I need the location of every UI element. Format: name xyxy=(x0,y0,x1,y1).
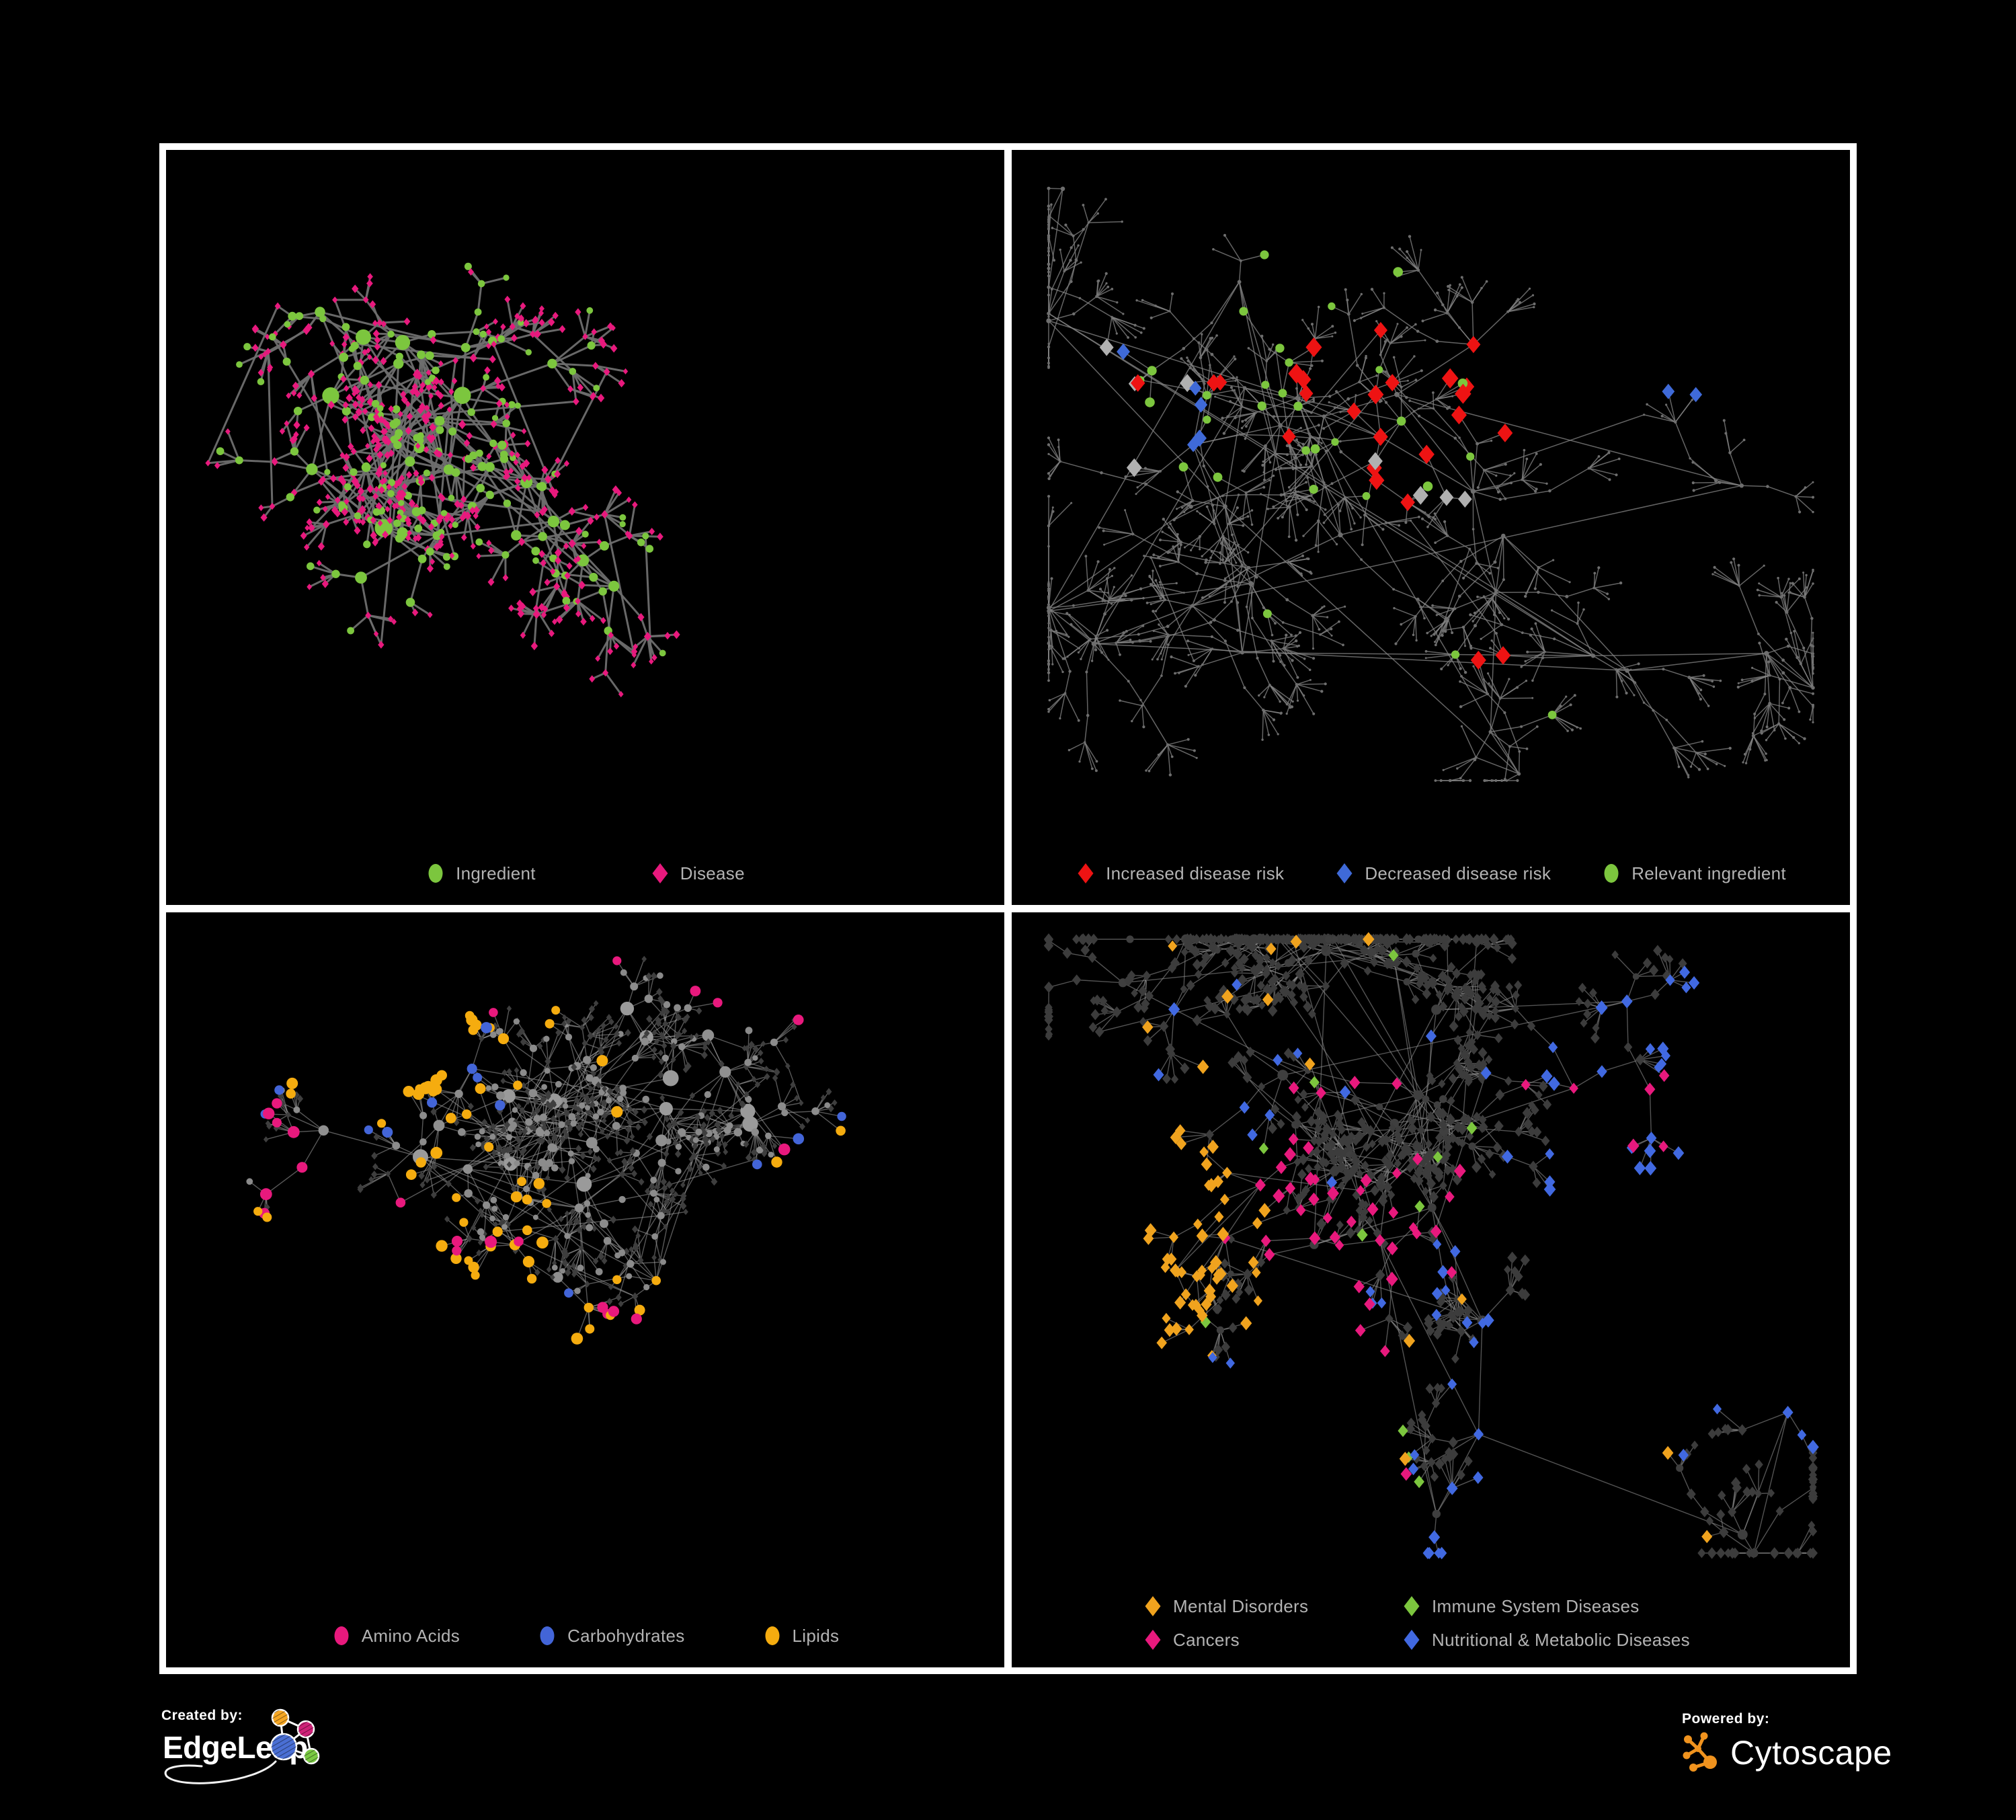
cytoscape-brand: Cytoscape xyxy=(1730,1734,1892,1772)
legend-item-mental-disorders: Mental Disorders xyxy=(1143,1595,1402,1618)
legend-item-increased-disease-risk: Increased disease risk xyxy=(1076,862,1284,885)
legend-label: Mental Disorders xyxy=(1173,1595,1309,1616)
edgeleap-network-icon xyxy=(164,1708,320,1784)
legend-item-decreased-disease-risk: Decreased disease risk xyxy=(1334,862,1551,885)
network-disease-classes xyxy=(1043,932,1819,1560)
legend-item-lipids: Lipids xyxy=(762,1624,840,1647)
legend-ingredient-disease: Ingredient Disease xyxy=(166,862,1004,885)
graph-nodes xyxy=(1046,186,1815,783)
ellipse-marker-icon xyxy=(1604,864,1619,883)
legend-disease-classes: Mental Disorders Immune System Diseases Ca… xyxy=(1143,1595,1690,1651)
network-ingredient-disease xyxy=(205,262,680,698)
legend-label: Cancers xyxy=(1173,1629,1240,1650)
graph-highlight-nodes xyxy=(1142,932,1819,1560)
legend-item-nutritional-metabolic-diseases: Nutritional & Metabolic Diseases xyxy=(1402,1628,1690,1651)
panel-nutrient-classes: Amino Acids Carbohydrates Lipids xyxy=(166,912,1004,1667)
diamond-marker-icon xyxy=(1078,863,1094,883)
legend-disease-risk: Increased disease risk Decreased disease … xyxy=(1012,862,1850,885)
legend-label: Increased disease risk xyxy=(1106,863,1285,883)
legend-item-amino-acids: Amino Acids xyxy=(331,1624,460,1647)
diamond-marker-icon xyxy=(1145,1596,1161,1616)
legend-item-immune-system-diseases: Immune System Diseases xyxy=(1402,1595,1690,1618)
legend-label: Immune System Diseases xyxy=(1432,1595,1640,1616)
legend-label: Decreased disease risk xyxy=(1365,863,1551,883)
diamond-marker-icon xyxy=(1404,1596,1420,1616)
legend-item-disease: Disease xyxy=(650,862,745,885)
legend-label: Ingredient xyxy=(456,863,536,883)
legend-item-ingredient: Ingredient xyxy=(426,862,536,885)
created-by-block: Created by: EdgeLeap xyxy=(161,1708,403,1819)
diamond-marker-icon xyxy=(1336,863,1353,883)
legend-item-relevant-ingredient: Relevant ingredient xyxy=(1601,862,1786,885)
legend-label: Lipids xyxy=(792,1625,840,1646)
graph-edges xyxy=(249,958,842,1339)
graph-nodes xyxy=(1043,933,1818,1559)
diamond-marker-icon xyxy=(652,863,668,883)
panel-disease-risk: Increased disease risk Decreased disease … xyxy=(1012,150,1850,905)
legend-label: Disease xyxy=(680,863,745,883)
legend-label: Carbohydrates xyxy=(567,1625,685,1646)
legend-label: Relevant ingredient xyxy=(1631,863,1786,883)
graph-nodes xyxy=(246,955,838,1308)
diamond-marker-icon xyxy=(1404,1630,1420,1650)
ellipse-marker-icon xyxy=(540,1626,555,1645)
network-nutrient-classes xyxy=(246,955,846,1345)
panel-disease-classes: Mental Disorders Immune System Diseases Ca… xyxy=(1012,912,1850,1667)
diamond-marker-icon xyxy=(1145,1630,1161,1650)
legend-nutrient-classes: Amino Acids Carbohydrates Lipids xyxy=(166,1624,1004,1647)
powered-by-label: Powered by: xyxy=(1682,1711,1770,1727)
ellipse-marker-icon xyxy=(334,1626,349,1645)
legend-label: Amino Acids xyxy=(361,1625,460,1646)
figure-grid: Ingredient Disease Increased disease risk… xyxy=(159,143,1857,1674)
legend-label: Nutritional & Metabolic Diseases xyxy=(1432,1629,1690,1650)
panel-ingredient-disease: Ingredient Disease xyxy=(166,150,1004,905)
created-by-label: Created by: xyxy=(161,1708,243,1723)
graph-highlight-nodes xyxy=(253,956,846,1345)
powered-by-block: Powered by: Cytoscape xyxy=(1682,1711,1904,1792)
ellipse-marker-icon xyxy=(765,1626,780,1645)
cytoscape-icon xyxy=(1683,1732,1717,1772)
network-disease-risk xyxy=(1046,186,1815,783)
legend-item-cancers: Cancers xyxy=(1143,1628,1402,1651)
ellipse-marker-icon xyxy=(428,864,443,883)
legend-item-carbohydrates: Carbohydrates xyxy=(537,1624,684,1647)
